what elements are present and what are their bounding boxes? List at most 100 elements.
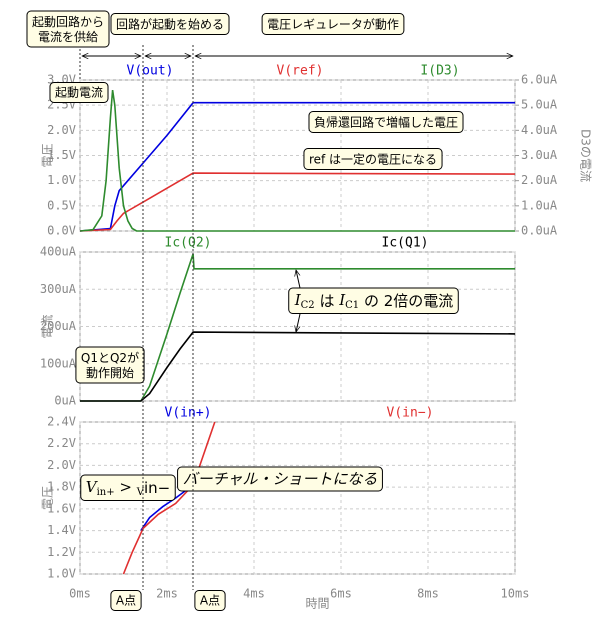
annotation-text: A点 (116, 594, 136, 608)
y2-tick-label: 5.0uA (521, 98, 558, 112)
y-axis-label: 電圧 (41, 486, 55, 510)
y-tick-label: 0uA (54, 394, 76, 408)
series-line (140, 484, 194, 532)
annotation: ref は一定の電圧になる (303, 148, 443, 170)
annotation-part: V (86, 478, 99, 496)
annotation-part: > (115, 478, 137, 496)
annotation-part: の 2倍の電流 (359, 292, 453, 310)
annotation-part: I (294, 291, 302, 309)
annotation-box (110, 590, 142, 611)
annotation-text: 電流を供給 (38, 30, 98, 44)
annotation-part: は (315, 292, 340, 310)
annotation-box (80, 474, 176, 501)
annotation: A点 (110, 590, 142, 611)
annotation-box (49, 82, 109, 103)
series-line (80, 253, 515, 402)
y-tick-label: 1.5V (47, 148, 76, 162)
series-label: I(D3) (420, 64, 459, 79)
series-label: V(out) (127, 64, 174, 79)
annotation-text: A点 (200, 594, 220, 608)
annotation-box (110, 13, 230, 35)
y-tick-label: 2.2V (47, 436, 76, 450)
annotation-text: 電圧レギュレータが動作 (267, 17, 399, 32)
annotation-text: IC2 は IC1 の 2倍の電流 (294, 291, 454, 311)
annotation-part: in− (144, 479, 170, 497)
pointer-arrow (296, 313, 301, 332)
series-label: V(in−) (387, 406, 434, 421)
pointer-arrow (296, 270, 301, 289)
y-tick-label: 2.0V (47, 458, 76, 472)
y2-tick-label: 0.0uA (521, 224, 558, 238)
y-tick-label: 400uA (40, 245, 77, 259)
y-tick-label: 0.0V (47, 224, 76, 238)
annotation: バーチャル・ショートになる (177, 466, 383, 492)
series-line (79, 101, 515, 232)
y2-tick-label: 6.0uA (521, 73, 558, 87)
annotation: 電圧レギュレータが動作 (261, 13, 405, 35)
annotation-box (75, 346, 145, 384)
annotation-part: in+ (97, 487, 115, 498)
annotation-part: I (338, 291, 346, 309)
x-tick-label: 2ms (156, 587, 178, 601)
series-label: Ic(Q2) (165, 236, 212, 251)
annotation-box (177, 466, 383, 492)
series-line (80, 331, 516, 402)
x-axis-label: 時間 (305, 597, 329, 611)
annotation-text: 回路が起動を始める (116, 17, 224, 32)
y2-axis-label: D3の電流 (579, 129, 593, 182)
x-tick-label: 0ms (69, 587, 91, 601)
y-tick-label: 1.8V (47, 480, 76, 494)
annotation-text: 負帰還回路で増幅した電圧 (314, 115, 458, 130)
y-tick-label: 2.0V (47, 123, 76, 137)
y-axis-label: 電流 (41, 314, 55, 338)
x-tick-label: 6ms (330, 587, 352, 601)
annotation: A点 (194, 590, 226, 611)
annotation-text: Vin+ > Vin− (86, 478, 170, 498)
y-tick-label: 1.2V (47, 545, 76, 559)
y-tick-label: 1.4V (47, 523, 76, 537)
annotation-text: Q1とQ2が (81, 350, 139, 365)
series-label: V(ref) (277, 64, 324, 79)
y-tick-label: 1.0V (47, 173, 76, 187)
annotation-text: 起動回路から (32, 14, 104, 29)
y-tick-label: 0.5V (47, 198, 76, 212)
annotation-text: 動作開始 (86, 366, 134, 380)
x-tick-label: 4ms (243, 587, 265, 601)
annotation-part: V (136, 487, 145, 498)
y2-tick-label: 4.0uA (521, 123, 558, 137)
annotation: Vin+ > Vin− (80, 474, 176, 501)
y2-tick-label: 1.0uA (521, 198, 558, 212)
annotation-text: ref は一定の電圧になる (309, 152, 437, 167)
annotation: 負帰還回路で増幅した電圧 (308, 111, 464, 133)
y-axis-label: 電圧 (41, 143, 55, 167)
series-line (79, 89, 515, 232)
x-tick-label: 8ms (417, 587, 439, 601)
annotation: 起動電流 (49, 82, 109, 103)
y-tick-label: 200uA (40, 319, 77, 333)
annotation-box (303, 148, 443, 170)
y-tick-label: 1.0V (47, 567, 76, 581)
annotation-text: 起動電流 (55, 86, 103, 100)
annotation-box (261, 13, 405, 35)
y-tick-label: 1.6V (47, 501, 76, 515)
y-tick-label: 300uA (40, 282, 77, 296)
annotation-box (308, 111, 464, 133)
x-tick-label: 10ms (501, 587, 530, 601)
y-tick-label: 2.4V (47, 415, 76, 429)
series-label: Ic(Q1) (382, 236, 429, 251)
series-line (79, 172, 516, 232)
annotation-part: C2 (301, 300, 315, 311)
y-tick-label: 100uA (40, 356, 77, 370)
annotation-part: C1 (345, 300, 359, 311)
annotation-box (194, 590, 226, 611)
annotation-box (288, 287, 459, 314)
annotation-part: バーチャル・ショートになる (183, 470, 378, 488)
y2-tick-label: 2.0uA (521, 173, 558, 187)
annotation-box (26, 10, 110, 48)
annotation-text: バーチャル・ショートになる (183, 470, 378, 488)
y2-tick-label: 3.0uA (521, 148, 558, 162)
series-label: V(in+) (165, 406, 212, 421)
